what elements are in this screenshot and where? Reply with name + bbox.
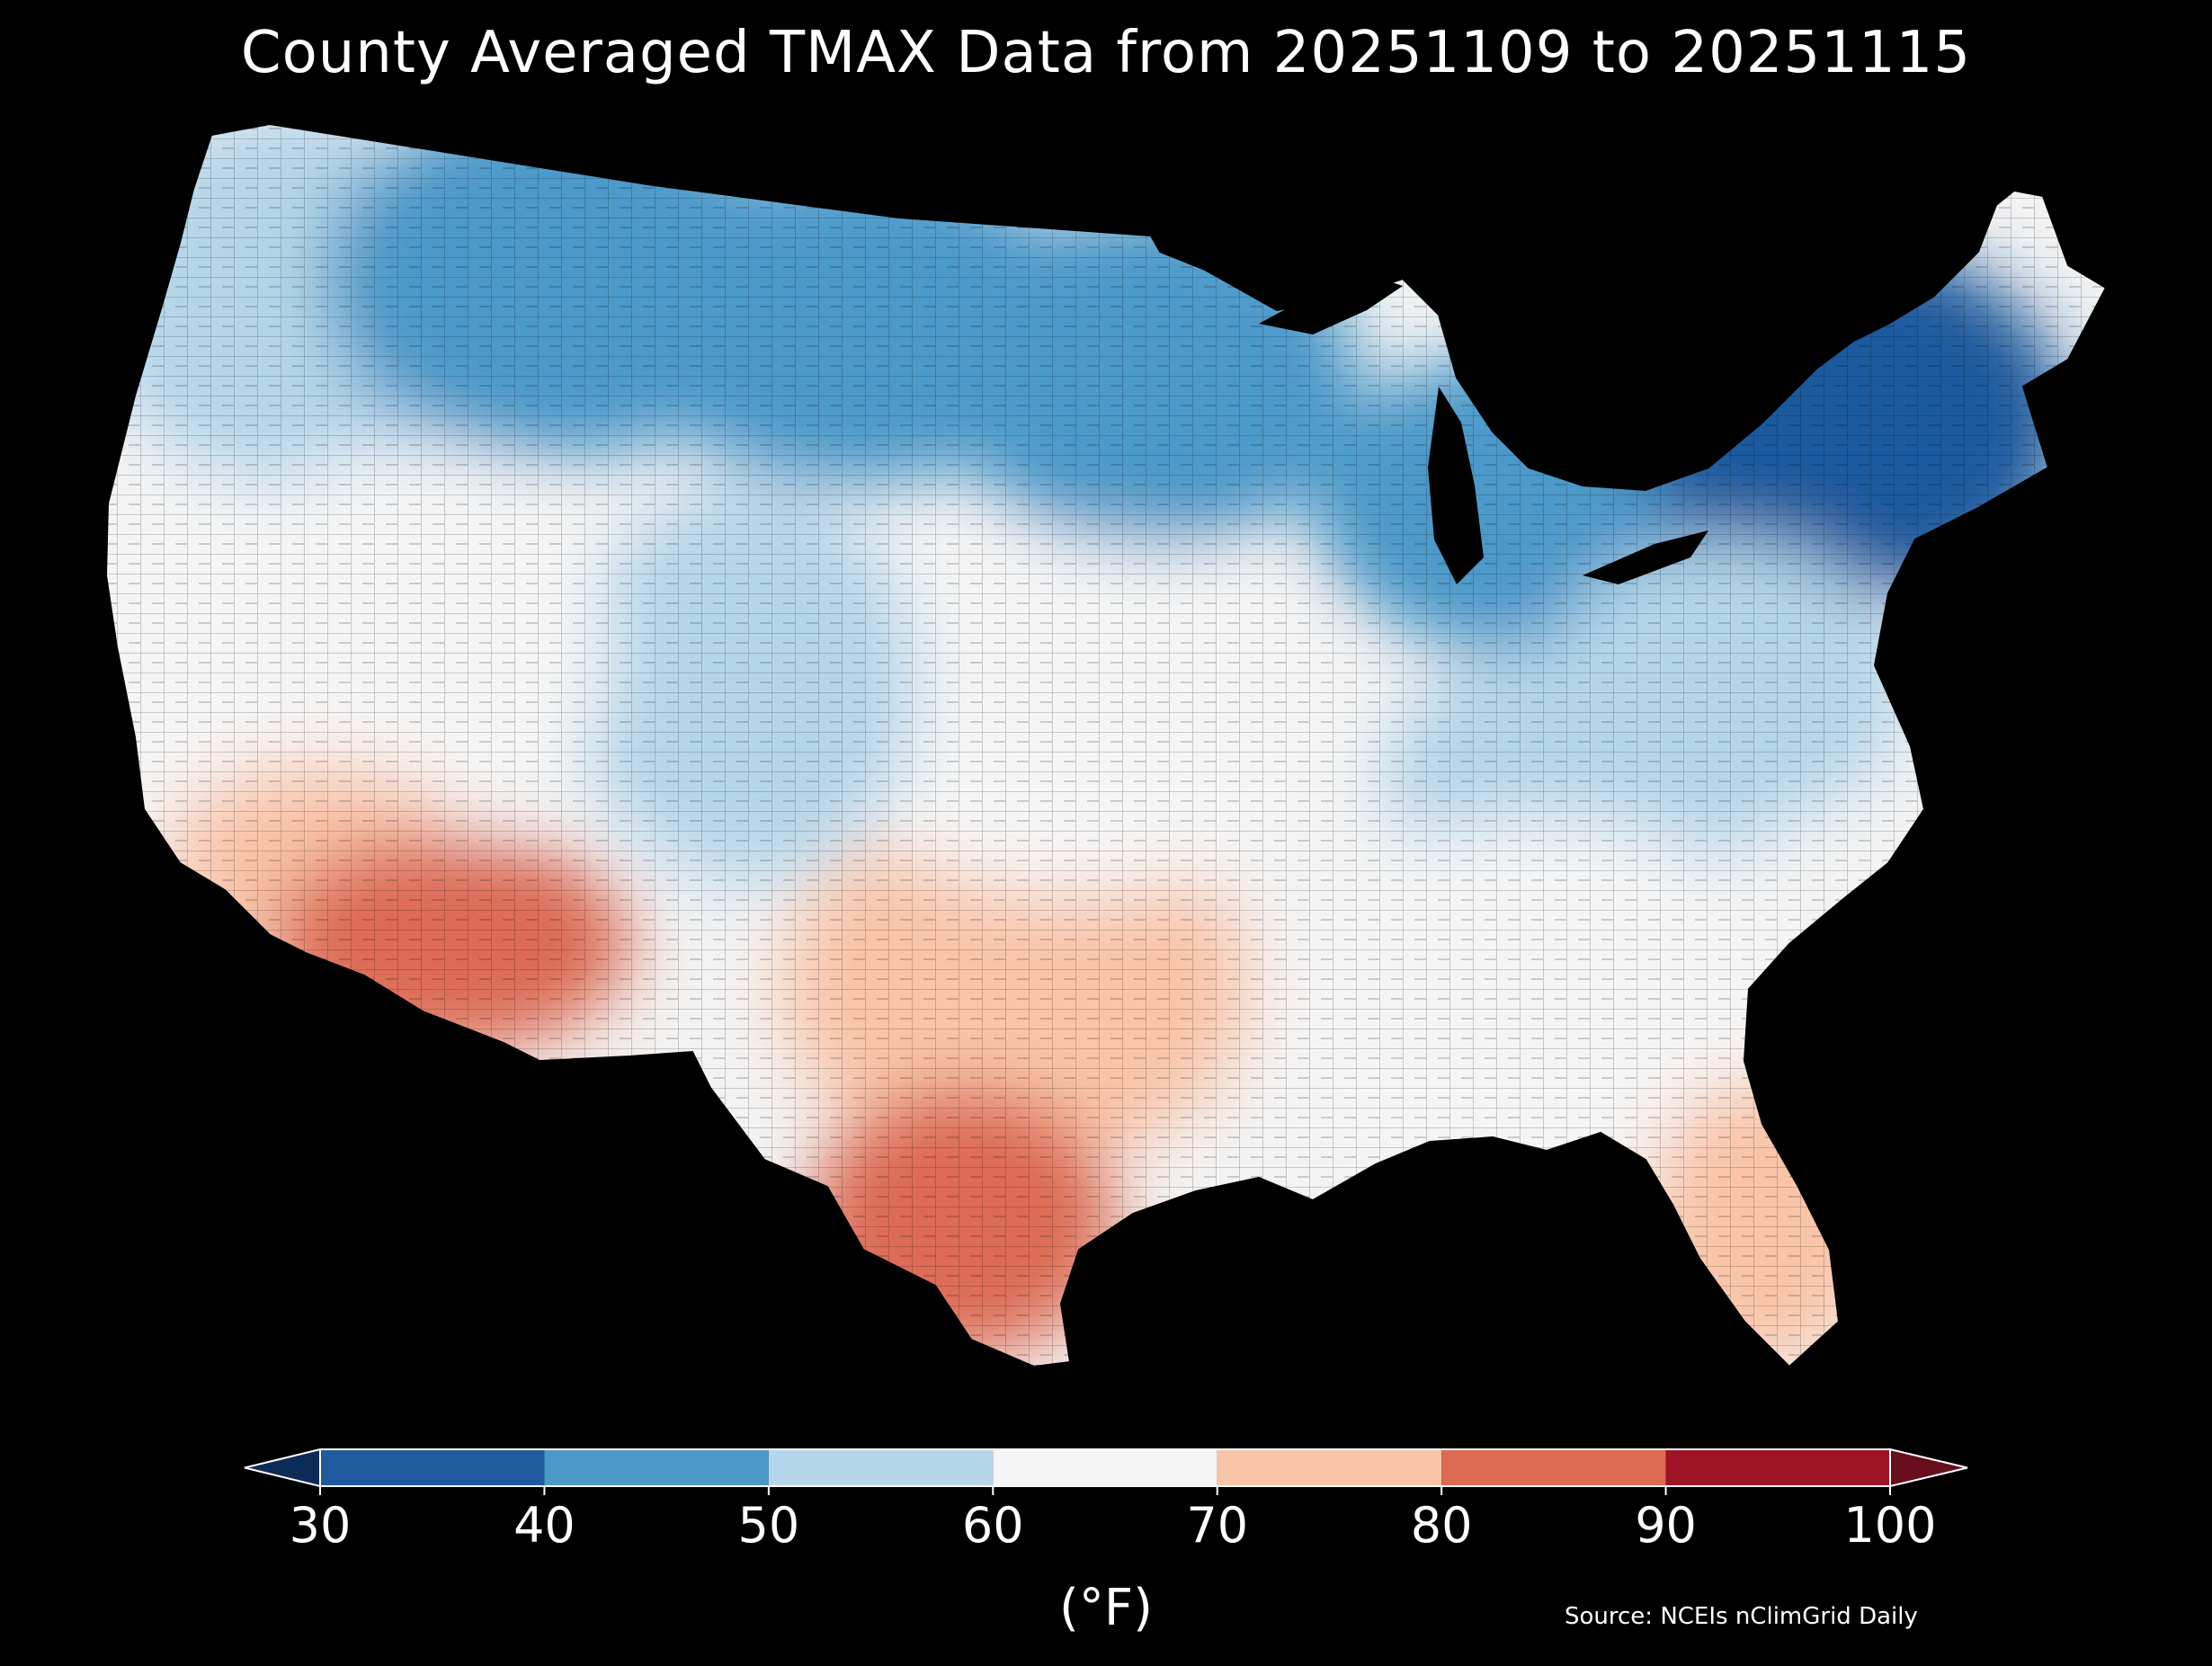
colorbar-tick-label: 40 [513, 1497, 575, 1554]
colorbar-tick-label: 100 [1843, 1497, 1936, 1554]
colorbar-under-extension [244, 1448, 321, 1488]
colorbar-outline [319, 1448, 1891, 1487]
lake-michigan [1428, 387, 1484, 584]
colorbar-tick-label: 80 [1411, 1497, 1473, 1554]
colorbar-bin-40-50 [544, 1449, 769, 1486]
colorbar-bin-60-70 [993, 1449, 1217, 1486]
colorbar-bin-50-60 [768, 1449, 994, 1486]
colorbar-tick-label: 60 [962, 1497, 1024, 1554]
colorbar-bin-70-80 [1217, 1449, 1442, 1486]
colorbar-tick-label: 70 [1186, 1497, 1248, 1554]
colorbar-bin-90-100 [1665, 1449, 1890, 1486]
colorbar-bin-30-40 [320, 1449, 545, 1486]
great-lakes [1259, 277, 1708, 584]
lake-huron [1511, 378, 1601, 486]
source-credit: Source: NCEIs nClimGrid Daily [1565, 1603, 1918, 1630]
colorbar-unit-label: (°F) [1059, 1579, 1153, 1637]
map-title: County Averaged TMAX Data from 20251109 … [240, 20, 1972, 86]
lake-superior [1259, 277, 1403, 334]
colorbar-bin-80-90 [1441, 1449, 1666, 1486]
colorbar-tick-label: 50 [737, 1497, 799, 1554]
colorbar-tick-label: 30 [290, 1497, 352, 1554]
colorbar-over-extension [1889, 1448, 1968, 1488]
colorbar-tick-label: 90 [1635, 1497, 1697, 1554]
lake-erie [1583, 530, 1708, 584]
